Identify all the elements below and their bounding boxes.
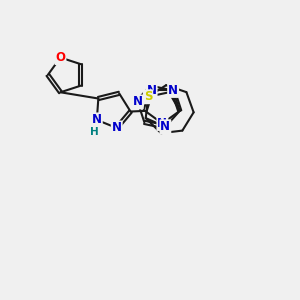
Text: S: S: [144, 90, 152, 103]
Text: N: N: [160, 120, 170, 133]
Text: N: N: [147, 84, 157, 97]
Text: H: H: [90, 127, 99, 137]
Text: N: N: [158, 117, 167, 130]
Text: N: N: [92, 113, 102, 126]
Text: N: N: [168, 84, 178, 97]
Text: O: O: [56, 51, 65, 64]
Text: N: N: [112, 122, 122, 134]
Text: N: N: [133, 95, 143, 109]
